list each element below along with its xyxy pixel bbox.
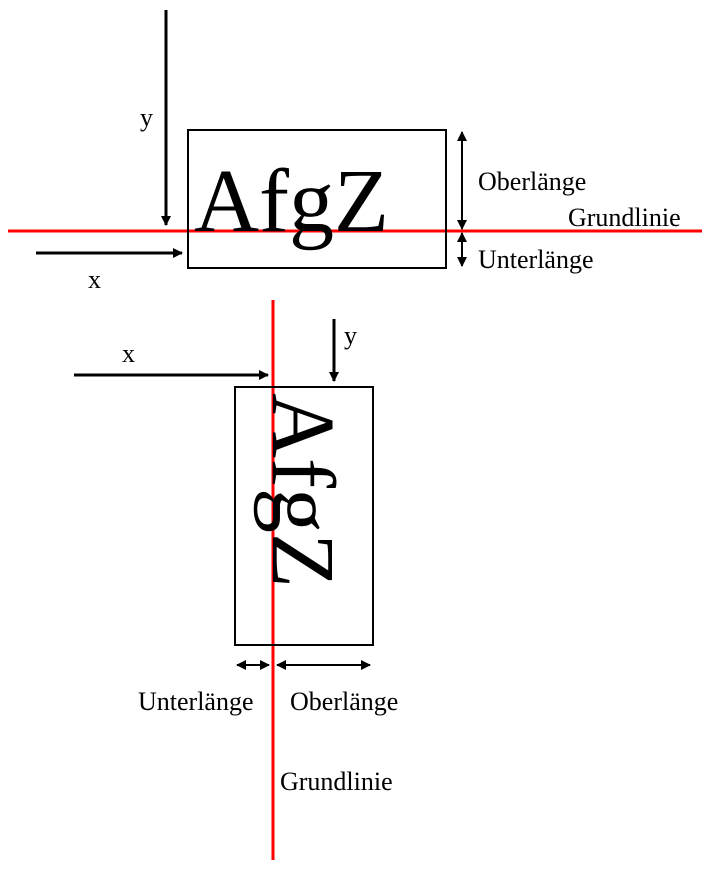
bottom-ascender-label: Oberlänge bbox=[290, 687, 398, 716]
diagram-canvas: AfgZ x y Grundlinie Oberlänge Unterlänge AfgZ x… bbox=[0, 0, 710, 890]
top-sample-text: AfgZ bbox=[194, 152, 389, 251]
bottom-descender-label: Unterlänge bbox=[138, 687, 254, 716]
bottom-y-label: y bbox=[344, 321, 357, 350]
top-baseline-label: Grundlinie bbox=[568, 203, 681, 232]
top-y-label: y bbox=[140, 103, 153, 132]
bottom-baseline-label: Grundlinie bbox=[280, 767, 393, 796]
top-ascender-label: Oberlänge bbox=[478, 167, 586, 196]
top-descender-label: Unterlänge bbox=[478, 245, 594, 274]
bottom-x-label: x bbox=[122, 339, 135, 368]
bottom-sample-text: AfgZ bbox=[253, 393, 352, 588]
top-x-label: x bbox=[88, 265, 101, 294]
